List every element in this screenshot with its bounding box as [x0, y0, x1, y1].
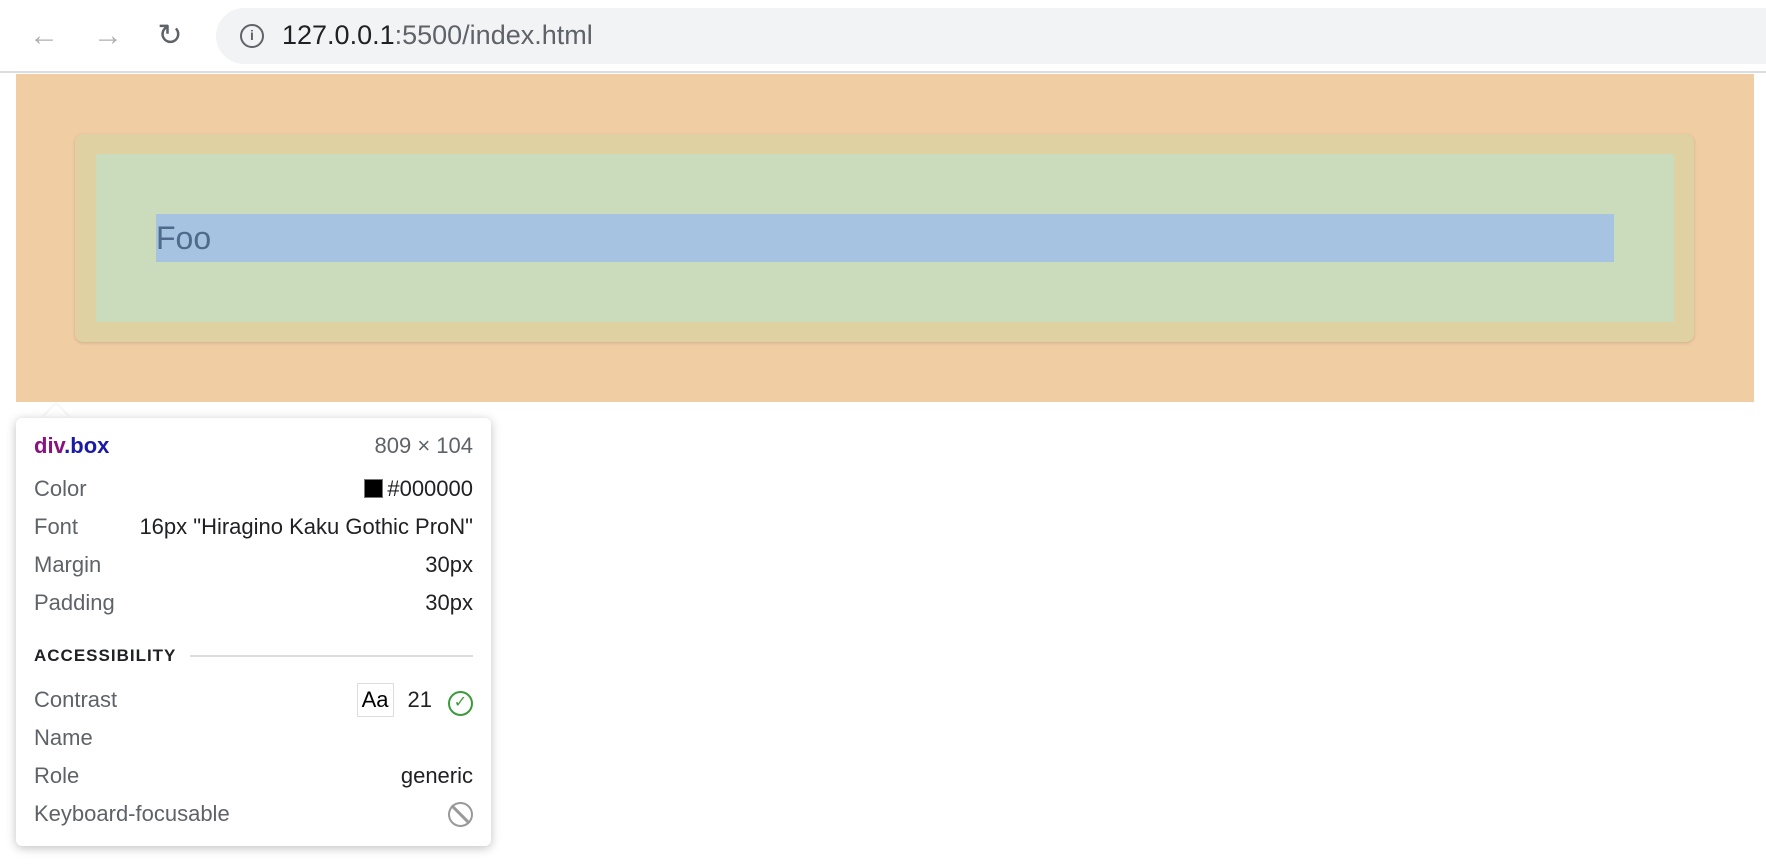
- reload-icon[interactable]: ↻: [157, 19, 183, 52]
- color-swatch: [364, 479, 384, 498]
- url-host: 127.0.0.1: [282, 20, 395, 50]
- foo-text: Foo: [156, 220, 212, 256]
- tooltip-header: div.box 809 × 104: [34, 429, 473, 463]
- color-row: Color #000000: [34, 472, 473, 506]
- back-arrow-icon[interactable]: ←: [29, 19, 59, 52]
- section-title: ACCESSIBILITY: [34, 646, 177, 665]
- row-label: Name: [34, 725, 93, 750]
- check-circle-icon: ✓: [448, 691, 473, 716]
- row-label: Padding: [34, 590, 115, 615]
- element-tag: div: [34, 433, 65, 458]
- tooltip-arrow: [42, 404, 70, 418]
- row-label: Contrast: [34, 687, 118, 712]
- accessibility-heading: ACCESSIBILITY: [34, 646, 473, 666]
- name-row: Name: [34, 721, 473, 755]
- row-label: Keyboard-focusable: [34, 801, 230, 826]
- info-icon[interactable]: i: [240, 24, 264, 48]
- element-class: .box: [64, 433, 110, 458]
- contrast-sample: Aa: [356, 683, 394, 717]
- forward-arrow-icon[interactable]: →: [93, 19, 123, 52]
- divider: [190, 655, 473, 657]
- content-box: Foo: [156, 214, 1614, 262]
- address-bar[interactable]: i 127.0.0.1:5500/index.html: [216, 8, 1766, 64]
- url-path: :5500/index.html: [394, 20, 593, 50]
- row-value: 30px: [425, 552, 473, 577]
- row-value: generic: [400, 763, 473, 788]
- row-label: Color: [34, 476, 87, 501]
- font-row: Font 16px "Hiragino Kaku Gothic ProN": [34, 510, 473, 544]
- row-value: #000000: [387, 476, 473, 501]
- inspect-tooltip: div.box 809 × 104 Color #000000 Font 16px …: [16, 418, 491, 846]
- role-row: Role generic: [34, 759, 473, 793]
- browser-toolbar: ← → ↻ i 127.0.0.1:5500/index.html: [0, 0, 1766, 73]
- row-label: Role: [34, 763, 80, 788]
- row-label: Font: [34, 514, 79, 539]
- contrast-value: 21: [407, 687, 432, 712]
- keyboard-row: Keyboard-focusable: [34, 797, 473, 831]
- margin-row: Margin 30px: [34, 548, 473, 582]
- padding-row: Padding 30px: [34, 586, 473, 620]
- url-text[interactable]: 127.0.0.1:5500/index.html: [282, 20, 593, 51]
- row-value: 16px "Hiragino Kaku Gothic ProN": [139, 514, 473, 539]
- row-value: 30px: [425, 590, 473, 615]
- contrast-row: Contrast Aa 21 ✓: [34, 683, 473, 717]
- element-size: 809 × 104: [374, 433, 473, 458]
- row-label: Margin: [34, 552, 102, 577]
- not-allowed-icon: [448, 801, 473, 827]
